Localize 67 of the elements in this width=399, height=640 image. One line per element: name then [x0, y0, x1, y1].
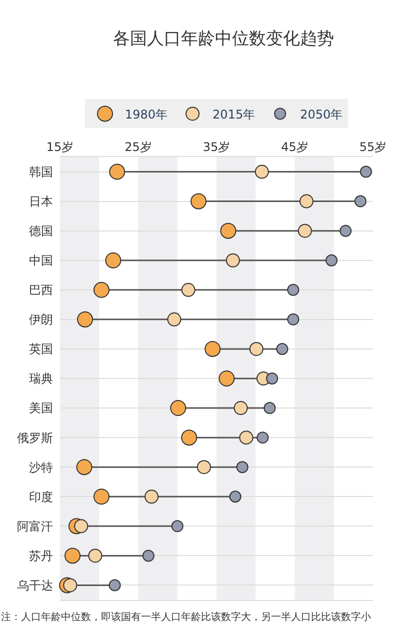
- y-tick-label: 阿富汗: [17, 519, 53, 534]
- point: [239, 430, 254, 445]
- point: [287, 284, 300, 296]
- point: [171, 520, 184, 532]
- point: [76, 459, 92, 476]
- point: [181, 430, 198, 446]
- point: [340, 224, 352, 237]
- point: [64, 548, 81, 564]
- point: [170, 400, 186, 416]
- point: [93, 488, 110, 505]
- x-tick-label: 45岁: [281, 140, 308, 154]
- y-tick-label: 英国: [29, 342, 53, 356]
- point: [74, 519, 88, 534]
- point: [354, 195, 366, 208]
- point: [181, 282, 196, 297]
- point: [326, 254, 338, 266]
- x-tick-label: 35岁: [202, 140, 230, 154]
- y-tick-label: 韩国: [29, 164, 53, 179]
- point: [77, 311, 94, 328]
- point: [299, 194, 314, 208]
- point: [298, 224, 312, 238]
- point: [93, 282, 110, 298]
- y-tick-label: 伊朗: [29, 312, 53, 327]
- y-tick-label: 沙特: [29, 460, 53, 474]
- point: [204, 340, 221, 357]
- point: [190, 193, 206, 210]
- point: [264, 402, 276, 414]
- legend-label: 2050年: [300, 107, 343, 122]
- y-tick-label: 日本: [29, 194, 53, 208]
- point: [108, 579, 121, 592]
- point: [220, 222, 236, 239]
- y-tick-label: 俄罗斯: [17, 430, 53, 445]
- legend-label: 1980年: [125, 107, 168, 122]
- y-tick-label: 德国: [29, 224, 53, 238]
- point: [360, 166, 372, 178]
- point: [88, 548, 102, 563]
- point: [229, 490, 242, 503]
- point: [276, 342, 288, 355]
- point: [63, 578, 78, 592]
- x-tick-label: 55岁: [359, 140, 387, 154]
- point: [105, 252, 122, 268]
- chart-title: 各国人口年龄中位数变化趋势: [112, 28, 334, 49]
- y-tick-label: 印度: [29, 490, 53, 504]
- point: [196, 460, 211, 474]
- point: [142, 550, 154, 562]
- point: [236, 461, 248, 474]
- point: [234, 401, 248, 416]
- text: 注：人口年龄中位数，即该国有一半人口年龄比该数字大，另一半人口比比该数字小: [1, 611, 371, 623]
- point: [249, 342, 264, 356]
- point: [256, 432, 269, 444]
- y-tick-label: 巴西: [29, 283, 53, 298]
- y-tick-label: 乌干达: [17, 578, 53, 592]
- x-tick-label: 25岁: [124, 140, 152, 154]
- y-tick-label: 苏丹: [29, 548, 53, 563]
- point: [226, 253, 240, 268]
- point: [144, 490, 159, 504]
- y-tick-label: 中国: [29, 254, 53, 268]
- point: [109, 164, 126, 180]
- point: [266, 372, 278, 384]
- y-tick-label: 瑞典: [29, 372, 53, 386]
- point: [287, 313, 300, 326]
- x-tick-label: 15岁: [46, 140, 74, 154]
- point: [218, 370, 235, 386]
- point: [254, 164, 269, 179]
- legend-label: 2015年: [212, 107, 256, 122]
- point: [167, 312, 182, 326]
- y-tick-label: 美国: [29, 401, 53, 416]
